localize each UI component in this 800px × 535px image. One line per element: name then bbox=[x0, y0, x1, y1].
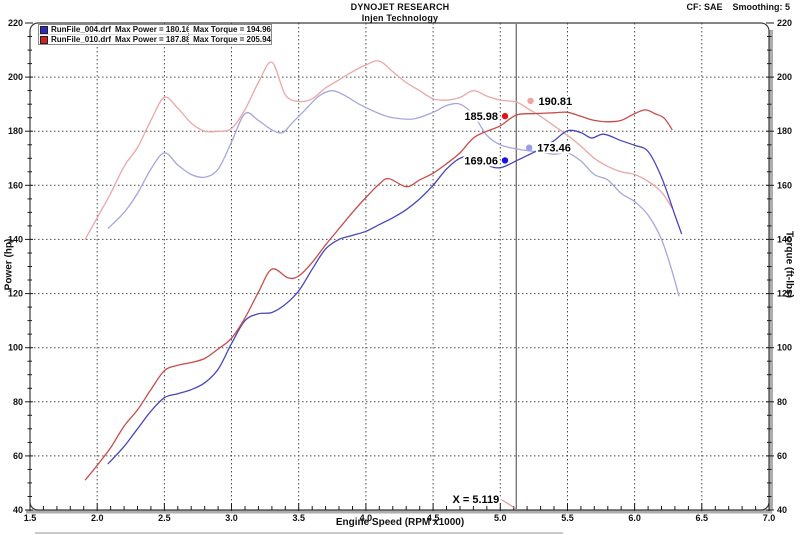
axis-ticks bbox=[25, 22, 774, 511]
svg-text:200: 200 bbox=[777, 72, 792, 82]
svg-text:4.0: 4.0 bbox=[360, 513, 373, 523]
curve-runfile_004_power bbox=[107, 129, 683, 465]
svg-text:5.5: 5.5 bbox=[561, 513, 574, 523]
svg-text:7.0: 7.0 bbox=[763, 513, 776, 523]
svg-text:140: 140 bbox=[777, 234, 792, 244]
svg-text:100: 100 bbox=[8, 343, 23, 353]
legend: RunFile_004.drf Max Power = 180.16 Max To… bbox=[38, 24, 272, 45]
readout-label-runfile_010_torque: 190.81 bbox=[539, 96, 573, 108]
legend-row-runfile-010[interactable]: RunFile_010.drf Max Power = 187.88 Max To… bbox=[39, 34, 271, 44]
svg-text:6.5: 6.5 bbox=[696, 513, 709, 523]
axis-shadow-lines bbox=[26, 30, 773, 514]
smoothing-label: Smoothing: 5 bbox=[732, 2, 791, 12]
svg-text:40: 40 bbox=[13, 505, 23, 515]
svg-text:180: 180 bbox=[8, 126, 23, 136]
readout-label-runfile_010_power: 185.98 bbox=[464, 111, 498, 123]
y-axis-title-power: Power (hp) bbox=[3, 238, 15, 291]
curve-runfile_010_torque bbox=[84, 60, 673, 240]
svg-text:200: 200 bbox=[8, 72, 23, 82]
svg-text:60: 60 bbox=[777, 451, 787, 461]
svg-text:2.5: 2.5 bbox=[158, 513, 171, 523]
svg-text:2.0: 2.0 bbox=[91, 513, 104, 523]
plot-frame bbox=[29, 22, 770, 511]
svg-text:1.5: 1.5 bbox=[24, 513, 37, 523]
svg-text:4.5: 4.5 bbox=[427, 513, 440, 523]
readout-dot-runfile_010_torque bbox=[527, 97, 534, 105]
x-axis-title-engine-speed: Engine Speed (RPM x1000) bbox=[335, 517, 465, 528]
cf-label: CF: SAE bbox=[686, 2, 723, 12]
y-axis-right-tick-labels: 40 60 80 100 120 140 160 180 200 220 bbox=[777, 18, 792, 515]
svg-text:220: 220 bbox=[8, 18, 23, 28]
svg-text:80: 80 bbox=[777, 397, 787, 407]
legend-run-power-label: RunFile_004.drf Max Power = 180.16 bbox=[51, 25, 189, 34]
y-axis-left-tick-labels: 40 60 80 100 120 140 160 180 200 220 bbox=[8, 18, 23, 515]
svg-text:3.0: 3.0 bbox=[225, 513, 238, 523]
readout-label-runfile_004_torque: 173.46 bbox=[537, 143, 571, 155]
svg-text:160: 160 bbox=[8, 180, 23, 190]
svg-text:3.5: 3.5 bbox=[292, 513, 305, 523]
series-color-swatch-blue bbox=[40, 25, 48, 34]
y-axis-title-torque: Torque (ft-lbs) bbox=[783, 230, 795, 299]
svg-text:100: 100 bbox=[777, 343, 792, 353]
curve-runfile_010_power bbox=[84, 109, 673, 481]
x-axis-tick-labels: 1.5 2.0 2.5 3.0 3.5 4.0 4.5 5.0 5.5 6.0 6.5 7.0 bbox=[24, 513, 776, 523]
series-color-swatch-red bbox=[40, 35, 48, 44]
series-curves bbox=[84, 60, 683, 481]
svg-text:140: 140 bbox=[8, 234, 23, 244]
readout-dot-runfile_004_power bbox=[501, 157, 509, 164]
svg-text:220: 220 bbox=[777, 18, 792, 28]
svg-text:6.0: 6.0 bbox=[628, 513, 641, 523]
readout-label-runfile_004_power: 169.06 bbox=[464, 155, 498, 167]
cursor-x-label: X = 5.119 bbox=[453, 494, 500, 506]
legend-run-torque-label: Max Torque = 194.96 bbox=[188, 25, 271, 34]
svg-text:40: 40 bbox=[777, 505, 787, 515]
readout-dot-runfile_010_power bbox=[501, 112, 509, 120]
cursor-leader-line bbox=[501, 499, 517, 510]
svg-text:120: 120 bbox=[777, 289, 792, 299]
svg-text:60: 60 bbox=[13, 451, 23, 461]
svg-text:160: 160 bbox=[777, 180, 792, 190]
readout-dot-runfile_004_torque bbox=[526, 144, 533, 151]
curve-runfile_004_torque bbox=[107, 90, 680, 297]
legend-run-torque-label: Max Torque = 205.94 bbox=[188, 35, 271, 44]
svg-text:120: 120 bbox=[8, 289, 23, 299]
cropped-footer-line bbox=[35, 532, 563, 534]
svg-text:5.0: 5.0 bbox=[494, 513, 507, 523]
cursor-readouts: 185.98 190.81 173.46 169.06 bbox=[462, 94, 574, 169]
svg-text:80: 80 bbox=[13, 397, 23, 407]
svg-text:180: 180 bbox=[777, 126, 792, 136]
legend-run-power-label: RunFile_010.drf Max Power = 187.88 bbox=[51, 35, 189, 44]
correction-settings: CF: SAE Smoothing: 5 bbox=[677, 2, 791, 12]
gridlines bbox=[30, 23, 769, 510]
legend-row-runfile-004[interactable]: RunFile_004.drf Max Power = 180.16 Max To… bbox=[39, 25, 271, 34]
